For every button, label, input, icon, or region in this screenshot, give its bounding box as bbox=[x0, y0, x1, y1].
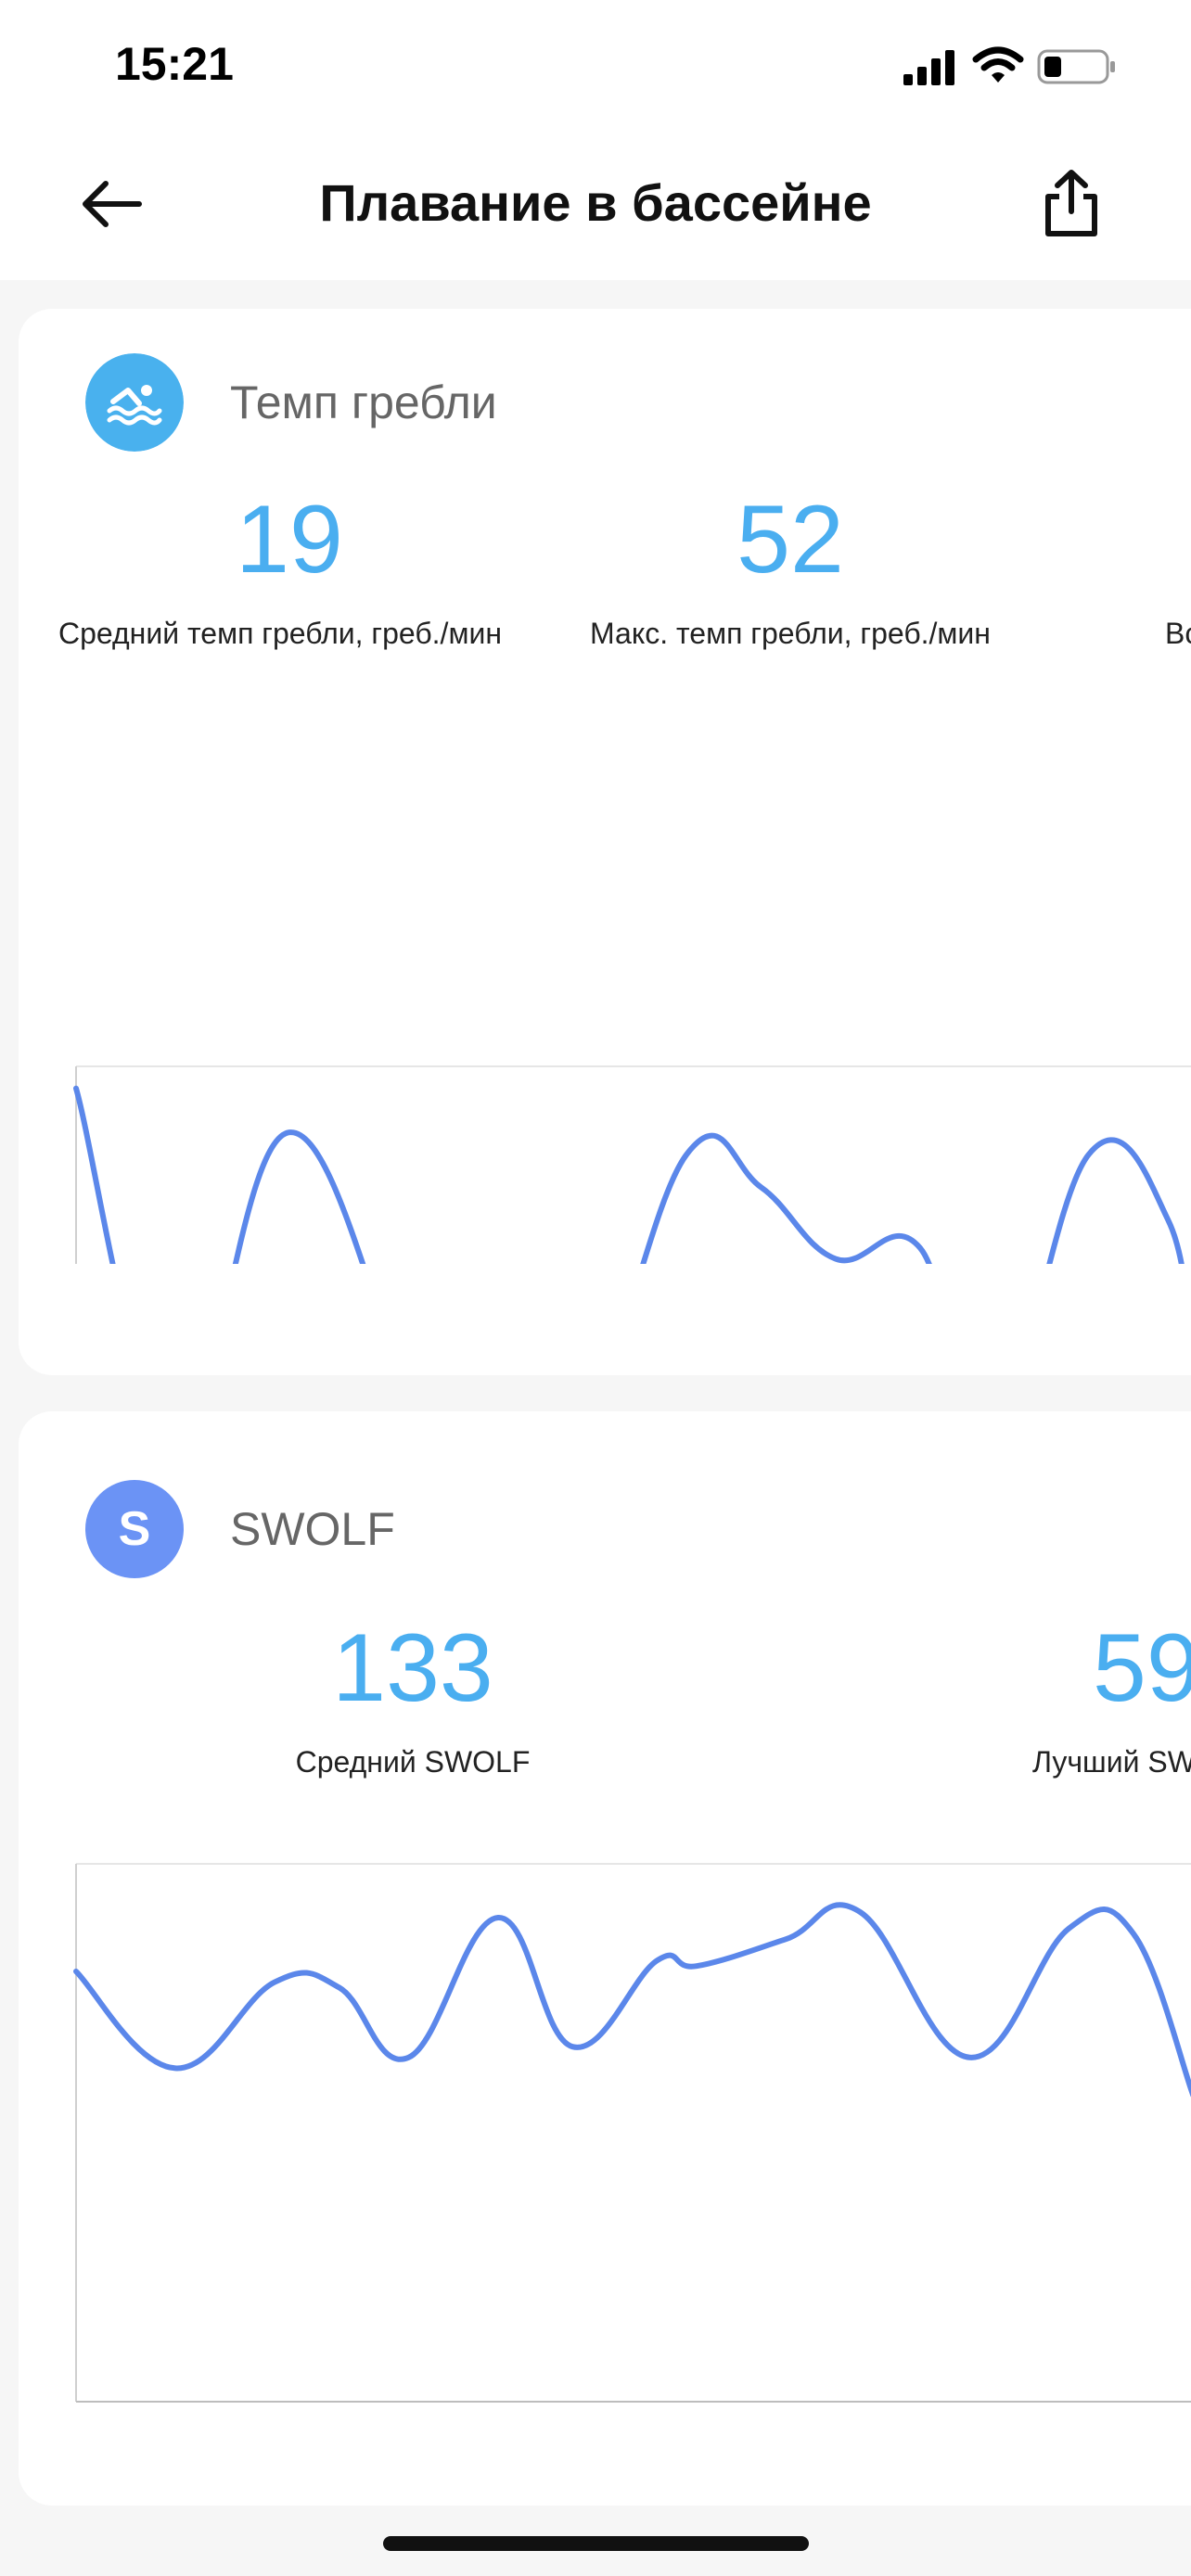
best-swolf-value: 59 bbox=[1093, 1614, 1191, 1722]
best-swolf-label: Лучший SW bbox=[1032, 1745, 1191, 1779]
status-bar: 15:21 bbox=[0, 0, 1191, 139]
swolf-s-icon: S bbox=[85, 1480, 184, 1578]
series-line bbox=[73, 1085, 1185, 1264]
swolf-card: S SWOLF 133 Средний SWOLF 59 Лучший SW 0… bbox=[19, 1411, 1191, 2506]
home-indicator bbox=[383, 2536, 809, 2551]
series-line bbox=[73, 1902, 1191, 2098]
card-title: Темп гребли bbox=[230, 376, 497, 428]
max-stroke-rate-label: Макс. темп гребли, греб./мин bbox=[590, 617, 991, 650]
card-title: SWOLF bbox=[230, 1503, 395, 1555]
battery-icon bbox=[1037, 49, 1115, 84]
stroke-rate-chart: 0( мин)71319 bbox=[73, 1065, 1191, 1264]
cellular-signal-icon bbox=[903, 50, 954, 85]
stroke-rate-card: Темп гребли 19 Средний темп гребли, греб… bbox=[19, 309, 1191, 1375]
header: Плавание в бассейне bbox=[0, 139, 1191, 280]
page-title: Плавание в бассейне bbox=[319, 173, 872, 232]
max-stroke-rate-value: 52 bbox=[736, 486, 844, 593]
avg-stroke-rate-value: 19 bbox=[236, 486, 343, 593]
swolf-chart: 0( мин)71319 bbox=[73, 1863, 1191, 2403]
status-time: 15:21 bbox=[115, 38, 234, 90]
swimming-icon-background bbox=[85, 353, 184, 452]
avg-swolf-label: Средний SWOLF bbox=[295, 1745, 531, 1779]
wifi-icon bbox=[972, 46, 1024, 83]
share-icon[interactable] bbox=[1039, 167, 1104, 241]
swimming-icon bbox=[85, 353, 184, 452]
avg-swolf-value: 133 bbox=[332, 1614, 493, 1722]
back-arrow-icon[interactable] bbox=[78, 176, 145, 232]
avg-stroke-rate-label: Средний темп гребли, греб./мин bbox=[58, 617, 502, 650]
third-stat-label: Вс bbox=[1165, 617, 1191, 650]
